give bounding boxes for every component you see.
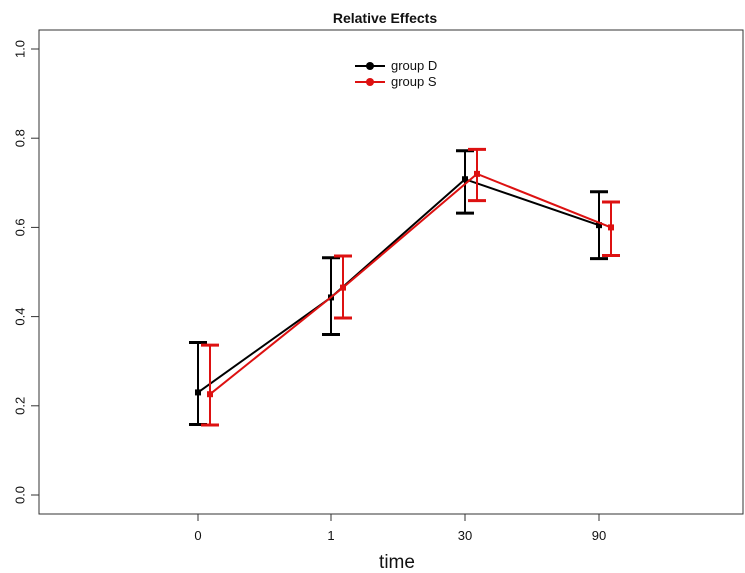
x-tick-label: 30	[458, 528, 472, 543]
legend-label: group S	[391, 74, 437, 89]
series-group-d	[189, 149, 608, 427]
data-point	[340, 284, 346, 291]
data-point	[462, 176, 468, 183]
x-tick-label: 1	[327, 528, 334, 543]
chart-title: Relative Effects	[333, 10, 437, 26]
series-line	[209, 172, 612, 395]
data-point	[596, 222, 602, 229]
x-axis-label: time	[379, 552, 415, 573]
y-axis: 0.0 0.2 0.4 0.6 0.8 1.0	[12, 40, 40, 504]
y-tick-label: 1.0	[12, 40, 27, 58]
x-axis: 0 1 30 90	[194, 514, 606, 543]
series-group-s	[201, 147, 620, 427]
y-tick-label: 0.4	[12, 308, 27, 326]
legend-label: group D	[391, 58, 437, 73]
data-point	[608, 224, 614, 231]
data-point	[474, 170, 480, 177]
x-tick-label: 0	[194, 528, 201, 543]
x-tick-label: 90	[592, 528, 606, 543]
plot-frame	[38, 29, 744, 515]
series-line	[197, 178, 600, 394]
y-tick-label: 0.0	[12, 486, 27, 504]
legend-marker	[366, 78, 374, 86]
data-point	[207, 391, 213, 398]
series-layer	[189, 147, 620, 427]
data-point	[195, 389, 201, 396]
y-tick-label: 0.8	[12, 129, 27, 147]
legend-marker	[366, 62, 374, 70]
y-tick-label: 0.6	[12, 218, 27, 236]
y-tick-label: 0.2	[12, 397, 27, 415]
